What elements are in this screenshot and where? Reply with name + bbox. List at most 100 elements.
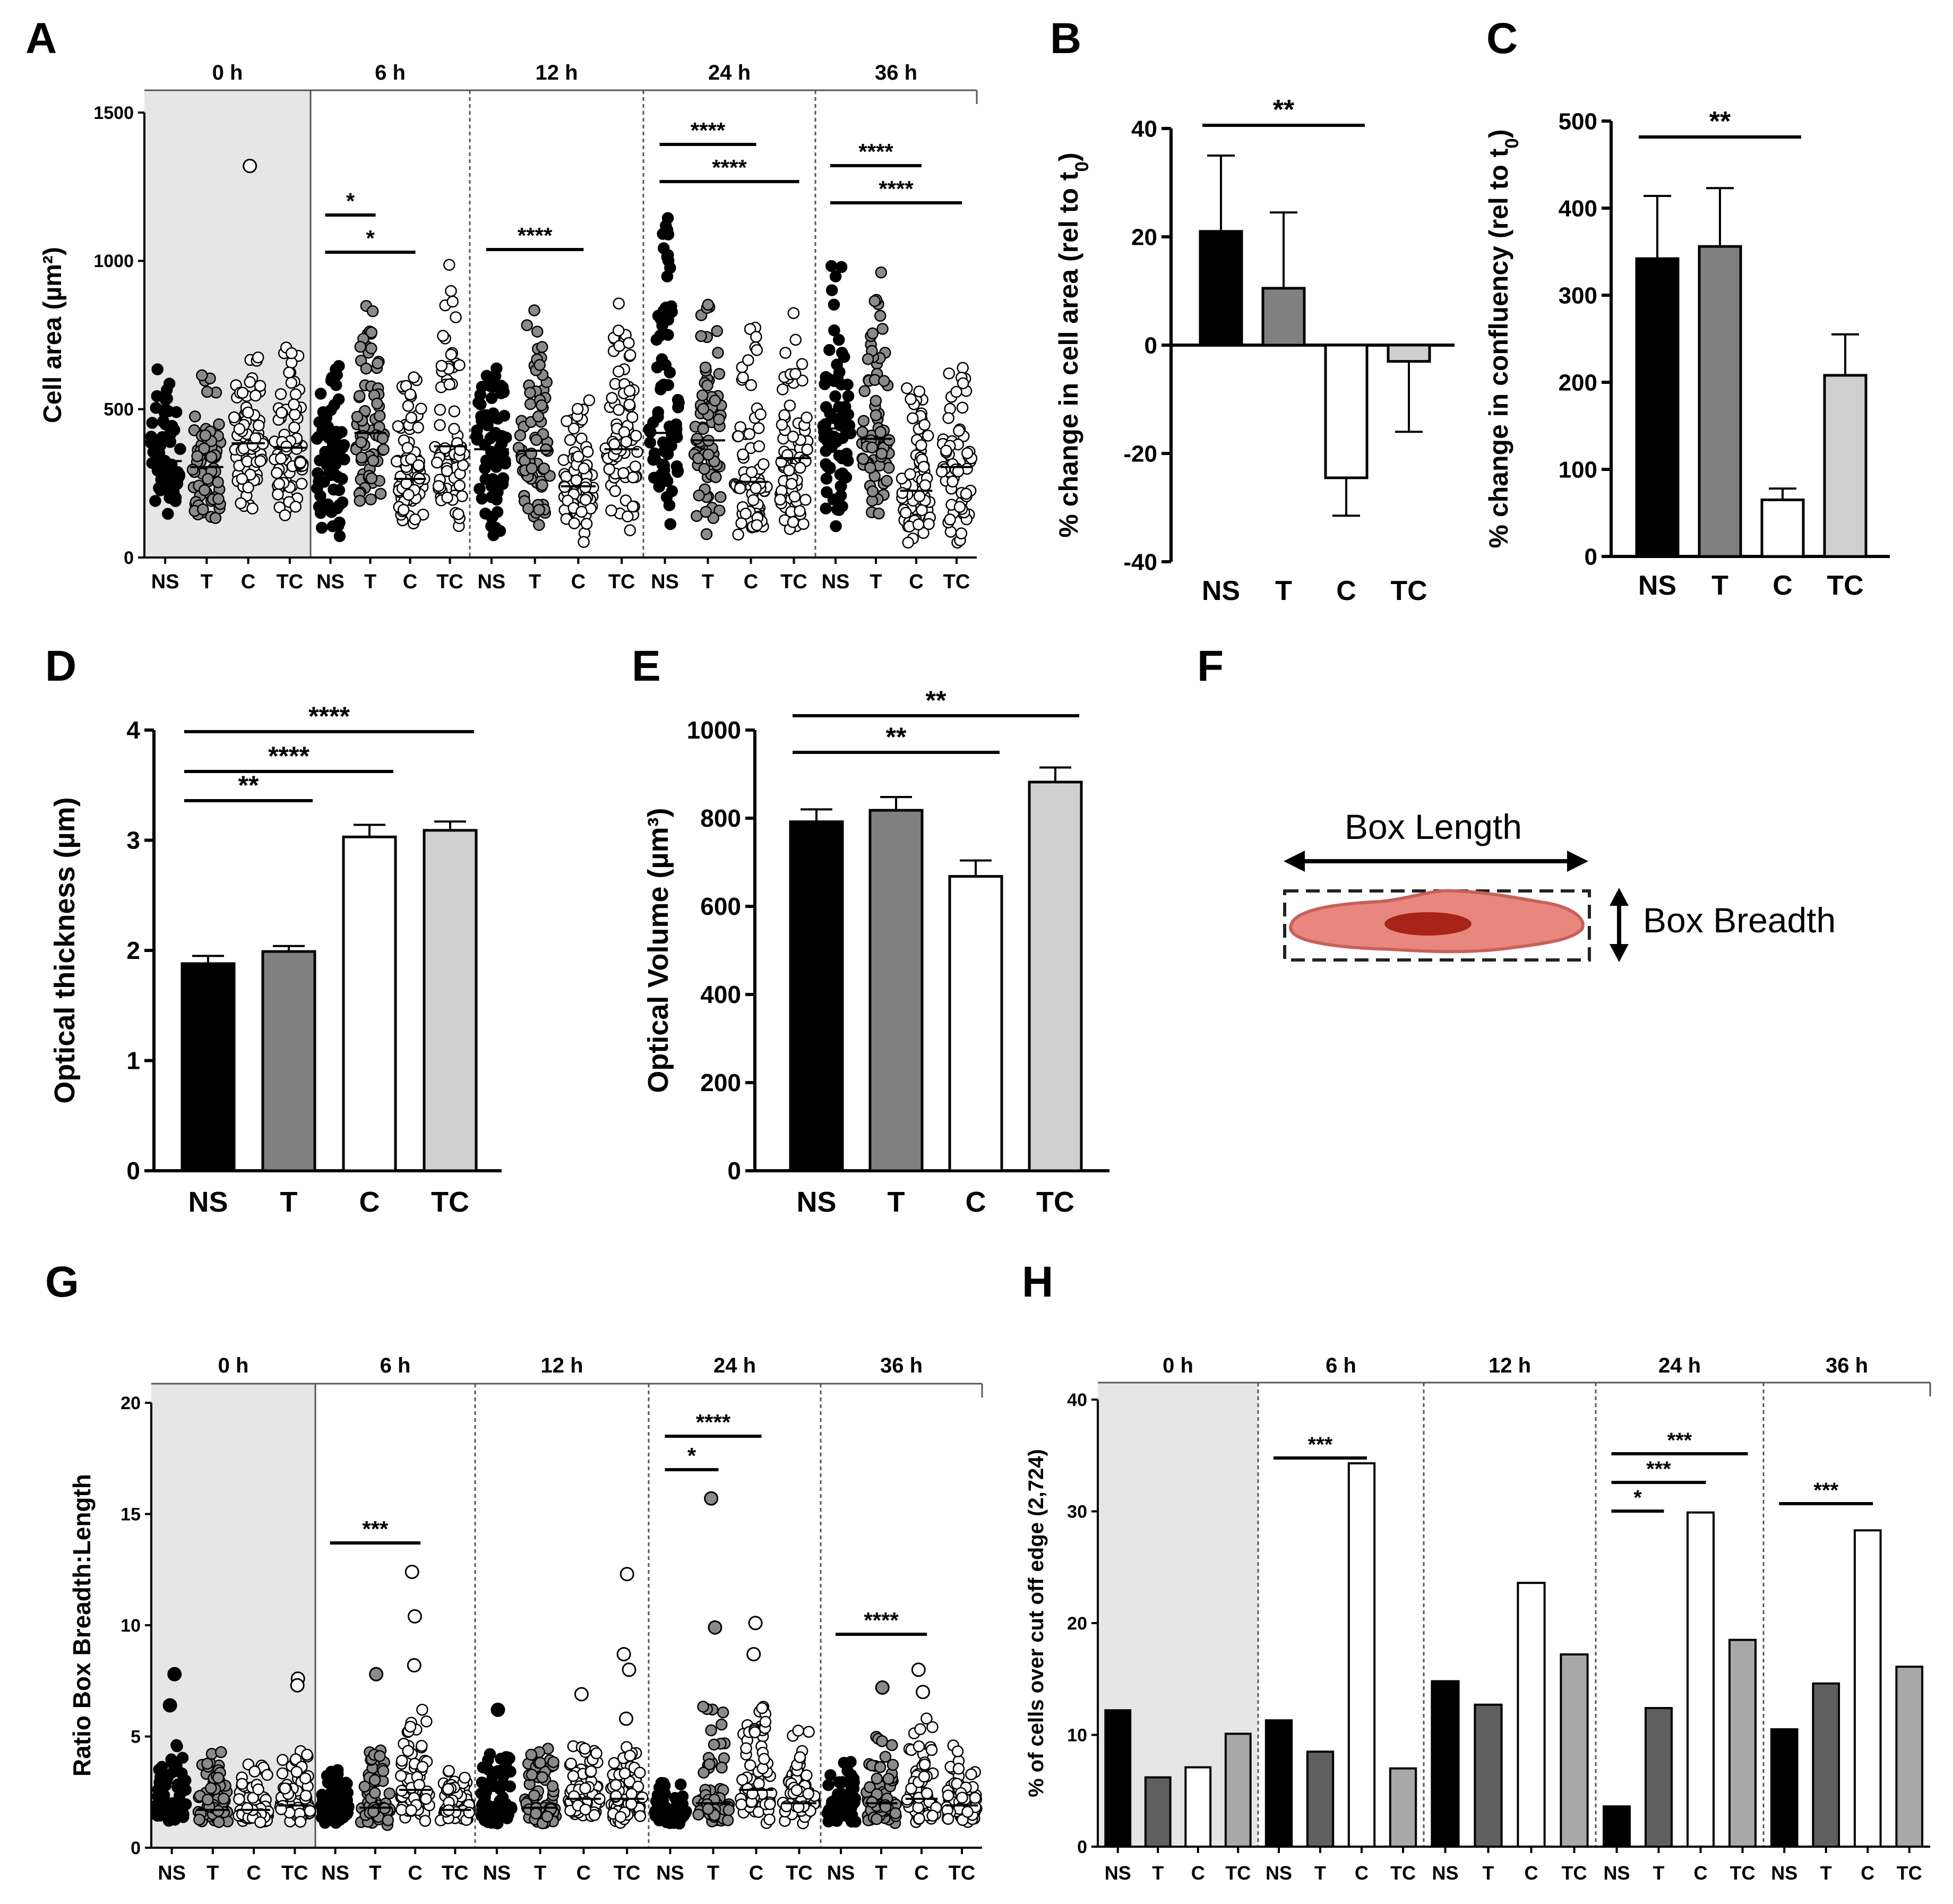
G-point-TC xyxy=(634,1810,647,1822)
H-y-tick-label: 30 xyxy=(1067,1502,1087,1522)
G-facet-header: 24 h xyxy=(713,1354,756,1377)
H-x-tick-label-C: C xyxy=(1694,1862,1708,1884)
A-point-T xyxy=(372,357,384,370)
G-x-tick-label-NS: NS xyxy=(158,1862,186,1884)
G-point-C xyxy=(402,1745,414,1757)
H-bar-C xyxy=(1853,1529,1882,1848)
A-x-tick-label-TC: TC xyxy=(780,571,807,593)
A-point-NS xyxy=(330,425,342,438)
A-point-NS xyxy=(842,390,855,402)
G-point-T xyxy=(866,1796,879,1808)
A-point-NS xyxy=(820,473,833,485)
A-point-T xyxy=(709,394,721,407)
A-point-NS xyxy=(653,481,665,493)
H-bar-C xyxy=(1687,1511,1715,1848)
G-outlier-point-C xyxy=(407,1609,422,1624)
G-x-tick-label-TC: TC xyxy=(614,1862,641,1884)
A-facet-header: 6 h xyxy=(375,61,406,84)
H-significance-label: *** xyxy=(1646,1457,1671,1481)
G-point-T xyxy=(887,1759,899,1771)
E-y-tick-label: 0 xyxy=(727,1157,741,1185)
A-point-T xyxy=(377,443,390,456)
A-x-tick-label-TC: TC xyxy=(277,571,304,593)
A-point-T xyxy=(878,375,890,387)
A-point-TC xyxy=(622,510,634,522)
A-point-TC xyxy=(289,388,302,400)
A-point-NS xyxy=(332,393,345,406)
A-point-TC xyxy=(608,438,621,450)
E-significance-label: ** xyxy=(926,685,947,715)
C-y-tick-label: 200 xyxy=(1559,370,1597,396)
A-point-TC xyxy=(797,518,810,530)
A-point-T xyxy=(521,319,533,331)
A-point-NS xyxy=(832,333,845,346)
A-point-T xyxy=(356,451,368,464)
A-point-TC xyxy=(627,471,639,484)
A-point-NS xyxy=(316,424,329,437)
G-point-TC xyxy=(625,1788,638,1800)
A-point-NS xyxy=(496,478,509,490)
G-point-C xyxy=(420,1792,432,1805)
H-facet-header: 24 h xyxy=(1658,1354,1701,1377)
G-point-C xyxy=(395,1804,408,1816)
A-point-TC xyxy=(960,487,973,500)
A-point-TC xyxy=(624,524,636,536)
A-point-TC xyxy=(276,407,288,419)
H-bar-NS xyxy=(1431,1680,1460,1848)
G-point-TC xyxy=(792,1725,804,1737)
A-point-C xyxy=(236,387,249,399)
A-x-tick-label-TC: TC xyxy=(943,571,970,593)
G-point-T xyxy=(212,1772,225,1784)
G-x-tick-label-T: T xyxy=(534,1862,546,1884)
G-outlier-point-NS xyxy=(491,1702,505,1717)
A-point-NS xyxy=(314,388,327,400)
G-outlier-point-T xyxy=(708,1620,722,1635)
A-point-NS xyxy=(835,261,848,273)
A-y-axis-label: Cell area (µm²) xyxy=(39,247,67,423)
A-point-C xyxy=(912,518,925,531)
G-x-tick-label-TC: TC xyxy=(281,1862,308,1884)
A-point-T xyxy=(697,402,709,415)
C-y-tick-label: 0 xyxy=(1585,544,1597,570)
A-point-NS xyxy=(162,508,174,520)
A-point-NS xyxy=(333,530,346,543)
G-point-NS xyxy=(332,1768,344,1780)
A-point-NS xyxy=(321,459,333,471)
D-x-tick-label-C: C xyxy=(359,1186,380,1218)
G-point-TC xyxy=(614,1811,627,1823)
A-point-T xyxy=(530,434,543,446)
G-point-NS xyxy=(821,1807,834,1820)
G-point-TC xyxy=(801,1769,813,1781)
G-outlier-point-NS xyxy=(167,1667,182,1682)
A-point-T xyxy=(876,323,889,335)
A-point-TC xyxy=(789,367,802,380)
A-point-T xyxy=(715,491,727,503)
G-point-TC xyxy=(290,1765,303,1778)
A-point-NS xyxy=(649,453,661,465)
A-point-NS xyxy=(336,441,349,454)
A-point-C xyxy=(916,504,928,517)
A-point-C xyxy=(581,445,594,458)
G-point-NS xyxy=(649,1807,662,1820)
E-y-tick-label: 400 xyxy=(700,981,741,1008)
G-x-tick-label-T: T xyxy=(369,1862,381,1884)
G-point-C xyxy=(744,1759,756,1771)
G-outlier-point-TC xyxy=(616,1646,631,1661)
G-point-C xyxy=(254,1816,266,1829)
G-outlier-point-TC xyxy=(622,1662,636,1677)
G-point-C xyxy=(405,1804,417,1816)
A-point-TC xyxy=(443,378,455,391)
A-point-T xyxy=(700,528,713,541)
A-point-TC xyxy=(603,463,615,475)
A-point-NS xyxy=(153,463,166,476)
A-point-T xyxy=(692,452,704,465)
A-point-T xyxy=(212,493,225,505)
A-point-TC xyxy=(785,478,798,490)
G-point-TC xyxy=(942,1789,954,1802)
A-point-C xyxy=(579,494,592,506)
A-point-C xyxy=(732,430,744,442)
G-point-T xyxy=(530,1807,542,1820)
G-y-tick-label: 10 xyxy=(121,1616,141,1636)
G-point-NS xyxy=(832,1807,844,1820)
